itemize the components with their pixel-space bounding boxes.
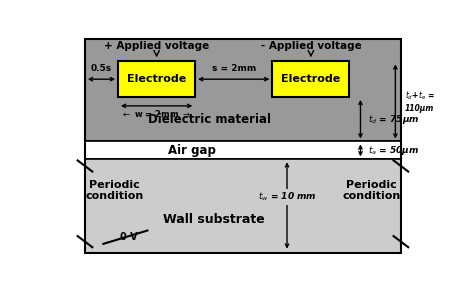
Text: $t_w$ = 10 mm: $t_w$ = 10 mm (258, 191, 316, 203)
Bar (272, 61, 349, 97)
Text: Electrode: Electrode (127, 74, 186, 84)
Text: Wall substrate: Wall substrate (163, 213, 264, 226)
Text: - Applied voltage: - Applied voltage (261, 41, 361, 51)
Bar (85, 39, 401, 253)
Text: $t_d$+$t_e$ =
110μm: $t_d$+$t_e$ = 110μm (405, 90, 434, 113)
Text: Air gap: Air gap (167, 144, 216, 157)
Bar (118, 61, 195, 97)
Text: $t_a$ = 50μm: $t_a$ = 50μm (368, 144, 419, 157)
Text: 0 V: 0 V (120, 232, 138, 242)
Bar (85, 159, 401, 253)
Text: $\leftarrow$ w = 2mm $\rightarrow$: $\leftarrow$ w = 2mm $\rightarrow$ (121, 108, 191, 119)
Text: + Applied voltage: + Applied voltage (104, 41, 209, 51)
Text: Electrode: Electrode (281, 74, 340, 84)
Text: $t_d$ = 75μm: $t_d$ = 75μm (368, 113, 419, 126)
Text: Periodic
condition: Periodic condition (342, 180, 401, 201)
Text: Dielectric material: Dielectric material (148, 113, 271, 126)
Bar (85, 142, 401, 159)
Text: Periodic
condition: Periodic condition (85, 180, 144, 201)
Text: 0.5s: 0.5s (91, 64, 112, 73)
Bar (85, 39, 401, 142)
Text: s = 2mm: s = 2mm (211, 64, 256, 73)
